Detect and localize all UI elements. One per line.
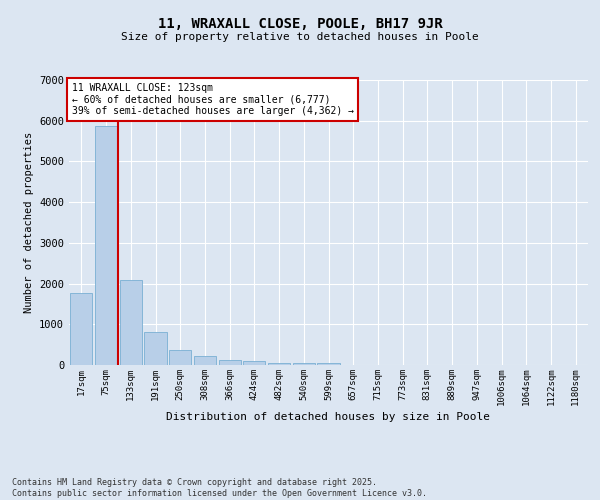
Bar [70, 292, 92, 365]
Bar [317, 364, 340, 365]
Bar [268, 363, 290, 365]
Text: Contains HM Land Registry data © Crown copyright and database right 2025.
Contai: Contains HM Land Registry data © Crown c… [12, 478, 427, 498]
Bar [145, 332, 167, 365]
Bar [169, 350, 191, 365]
Bar [218, 360, 241, 365]
Bar [119, 280, 142, 365]
Bar [95, 126, 117, 365]
Text: 11, WRAXALL CLOSE, POOLE, BH17 9JR: 11, WRAXALL CLOSE, POOLE, BH17 9JR [158, 18, 442, 32]
Bar [293, 363, 315, 365]
Y-axis label: Number of detached properties: Number of detached properties [23, 132, 34, 313]
Text: 11 WRAXALL CLOSE: 123sqm
← 60% of detached houses are smaller (6,777)
39% of sem: 11 WRAXALL CLOSE: 123sqm ← 60% of detach… [71, 83, 353, 116]
X-axis label: Distribution of detached houses by size in Poole: Distribution of detached houses by size … [167, 412, 491, 422]
Bar [243, 362, 265, 365]
Bar [194, 356, 216, 365]
Text: Size of property relative to detached houses in Poole: Size of property relative to detached ho… [121, 32, 479, 42]
